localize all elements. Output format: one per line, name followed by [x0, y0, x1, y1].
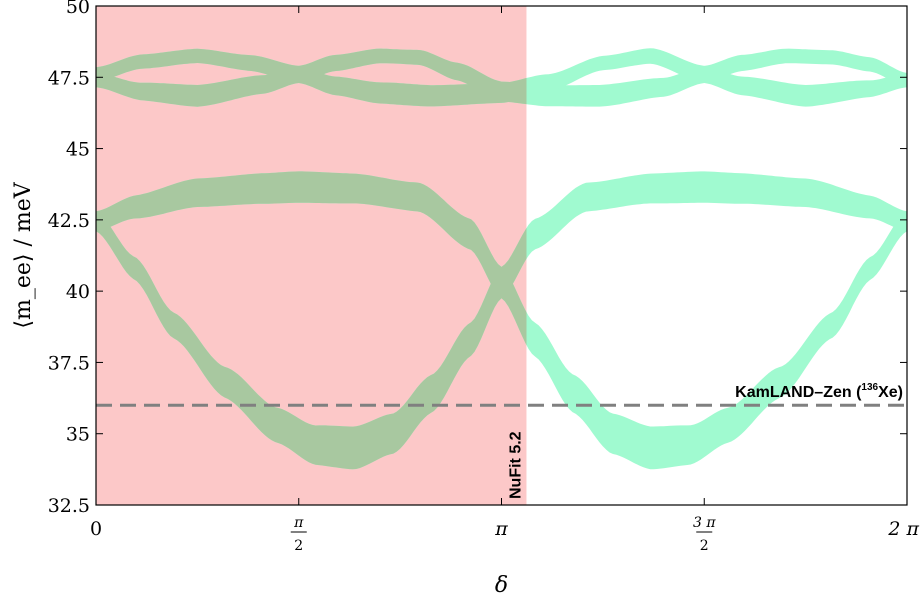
kamland-zen-label-main: KamLAND–Zen (: [735, 384, 862, 401]
x-tick-label-num-3: 3 π: [693, 515, 716, 531]
x-tick-label-den-1: 2: [294, 538, 303, 554]
band-2-overlap: [96, 48, 527, 107]
band-4: [96, 171, 907, 470]
x-tick-label-2: π: [494, 518, 508, 540]
x-tick-labels: 0 π 2 π 3 π 2 2 π: [90, 515, 920, 554]
y-tick-label-6: 47.5: [48, 67, 90, 89]
y-axis-label: ⟨m_ee⟩ / meV: [11, 181, 36, 328]
x-tick-label-4: 2 π: [887, 518, 919, 540]
axis-ticks: [95, 5, 908, 506]
x-tick-label-num-1: π: [293, 515, 304, 531]
nufit-label: NuFit 5.2: [507, 431, 524, 499]
y-tick-label-3: 40: [66, 281, 90, 303]
x-tick-label-den-3: 2: [700, 538, 709, 554]
x-axis-label: δ: [495, 573, 508, 598]
y-tick-label-1: 35: [66, 424, 90, 446]
y-tick-labels: 32.5 35 37.5 40 42.5 45 47.5 50: [48, 0, 90, 517]
y-tick-label-4: 42.5: [48, 210, 90, 232]
y-tick-label-5: 45: [66, 139, 90, 161]
kamland-zen-label: KamLAND–Zen (136Xe): [735, 382, 903, 401]
y-tick-label-2: 37.5: [48, 352, 90, 374]
y-tick-label-7: 50: [66, 0, 90, 18]
kamland-zen-label-sup: 136: [861, 382, 878, 393]
x-tick-label-0: 0: [90, 518, 102, 540]
kamland-zen-label-tail: Xe): [878, 384, 903, 401]
y-tick-label-0: 32.5: [48, 495, 90, 517]
